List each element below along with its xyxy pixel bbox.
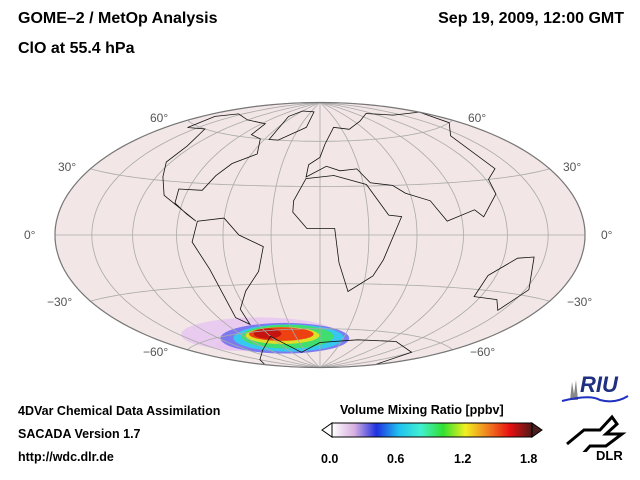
coastline-antarctica — [259, 335, 413, 365]
footer-line-1: 4DVar Chemical Data Assimilation — [18, 404, 221, 418]
colorbar-tick-2: 1.2 — [454, 452, 472, 466]
lat-label-right-30: 30° — [563, 160, 582, 174]
colorbar — [321, 422, 543, 438]
lat-label-left-30: 30° — [58, 160, 77, 174]
datetime: Sep 19, 2009, 12:00 GMT — [438, 10, 624, 27]
world-map — [54, 101, 586, 369]
parallel-line — [187, 328, 453, 351]
colorbar-tick-3: 1.8 — [520, 452, 538, 466]
lat-label-left-m60: −60° — [143, 345, 169, 359]
lat-label-left-0: 0° — [24, 228, 36, 242]
lat-label-right-60: 60° — [468, 111, 487, 125]
parallel-line — [187, 119, 453, 142]
dlr-logo: DLR — [562, 412, 632, 468]
colorbar-gradient — [331, 422, 533, 438]
footer-line-2: SACADA Version 1.7 — [18, 427, 141, 441]
lat-label-right-0: 0° — [601, 228, 613, 242]
coastline-south-america — [191, 217, 264, 326]
colorbar-tick-0: 0.0 — [321, 452, 339, 466]
map-title: GOME–2 / MetOp Analysis — [18, 10, 218, 27]
map-border — [54, 101, 586, 369]
coastline-africa — [292, 175, 403, 293]
parallel-line — [90, 283, 550, 302]
coastline-north-america — [162, 113, 267, 222]
colorbar-title: Volume Mixing Ratio [ppbv] — [340, 403, 504, 417]
parallel-line — [90, 168, 550, 187]
lat-label-right-m60: −60° — [470, 345, 496, 359]
map-subtitle: ClO at 55.4 hPa — [18, 40, 135, 57]
lat-label-left-m30: −30° — [47, 295, 73, 309]
coastline-eurasia — [305, 111, 497, 222]
coastline-australia — [473, 256, 535, 312]
lat-label-left-60: 60° — [150, 111, 169, 125]
coastline-greenland — [268, 110, 315, 141]
colorbar-tick-1: 0.6 — [387, 452, 405, 466]
colorbar-under-arrow — [321, 422, 333, 438]
footer-link[interactable]: http://wdc.dlr.de — [18, 450, 114, 464]
riu-logo: RIU — [560, 372, 630, 404]
lat-label-right-m30: −30° — [567, 295, 593, 309]
colorbar-over-arrow — [531, 422, 543, 438]
